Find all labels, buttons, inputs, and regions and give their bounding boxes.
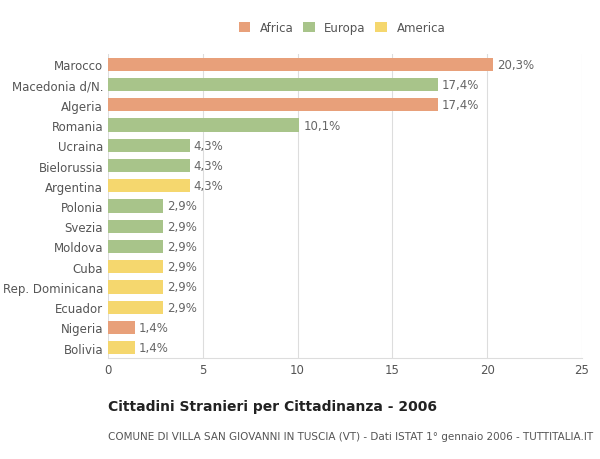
Text: 2,9%: 2,9% [167, 281, 197, 294]
Bar [108, 59, 493, 72]
Bar [108, 261, 163, 274]
Text: 20,3%: 20,3% [497, 59, 534, 72]
Bar [108, 140, 190, 152]
Bar [108, 79, 438, 92]
Bar [108, 200, 163, 213]
Bar [108, 281, 163, 294]
Text: 1,4%: 1,4% [139, 341, 168, 354]
Bar [108, 99, 438, 112]
Text: 10,1%: 10,1% [303, 119, 341, 132]
Text: 17,4%: 17,4% [442, 79, 479, 92]
Bar [108, 241, 163, 253]
Bar [108, 220, 163, 233]
Text: 2,9%: 2,9% [167, 220, 197, 233]
Bar [108, 119, 299, 132]
Text: Cittadini Stranieri per Cittadinanza - 2006: Cittadini Stranieri per Cittadinanza - 2… [108, 399, 437, 413]
Bar [108, 180, 190, 193]
Text: COMUNE DI VILLA SAN GIOVANNI IN TUSCIA (VT) - Dati ISTAT 1° gennaio 2006 - TUTTI: COMUNE DI VILLA SAN GIOVANNI IN TUSCIA (… [108, 431, 593, 442]
Text: 17,4%: 17,4% [442, 99, 479, 112]
Bar [108, 321, 134, 334]
Text: 4,3%: 4,3% [193, 160, 223, 173]
Legend: Africa, Europa, America: Africa, Europa, America [236, 20, 448, 37]
Bar [108, 341, 134, 354]
Bar [108, 301, 163, 314]
Text: 1,4%: 1,4% [139, 321, 168, 334]
Text: 2,9%: 2,9% [167, 241, 197, 253]
Text: 4,3%: 4,3% [193, 180, 223, 193]
Text: 2,9%: 2,9% [167, 200, 197, 213]
Text: 2,9%: 2,9% [167, 301, 197, 314]
Text: 4,3%: 4,3% [193, 140, 223, 152]
Bar [108, 160, 190, 173]
Text: 2,9%: 2,9% [167, 261, 197, 274]
